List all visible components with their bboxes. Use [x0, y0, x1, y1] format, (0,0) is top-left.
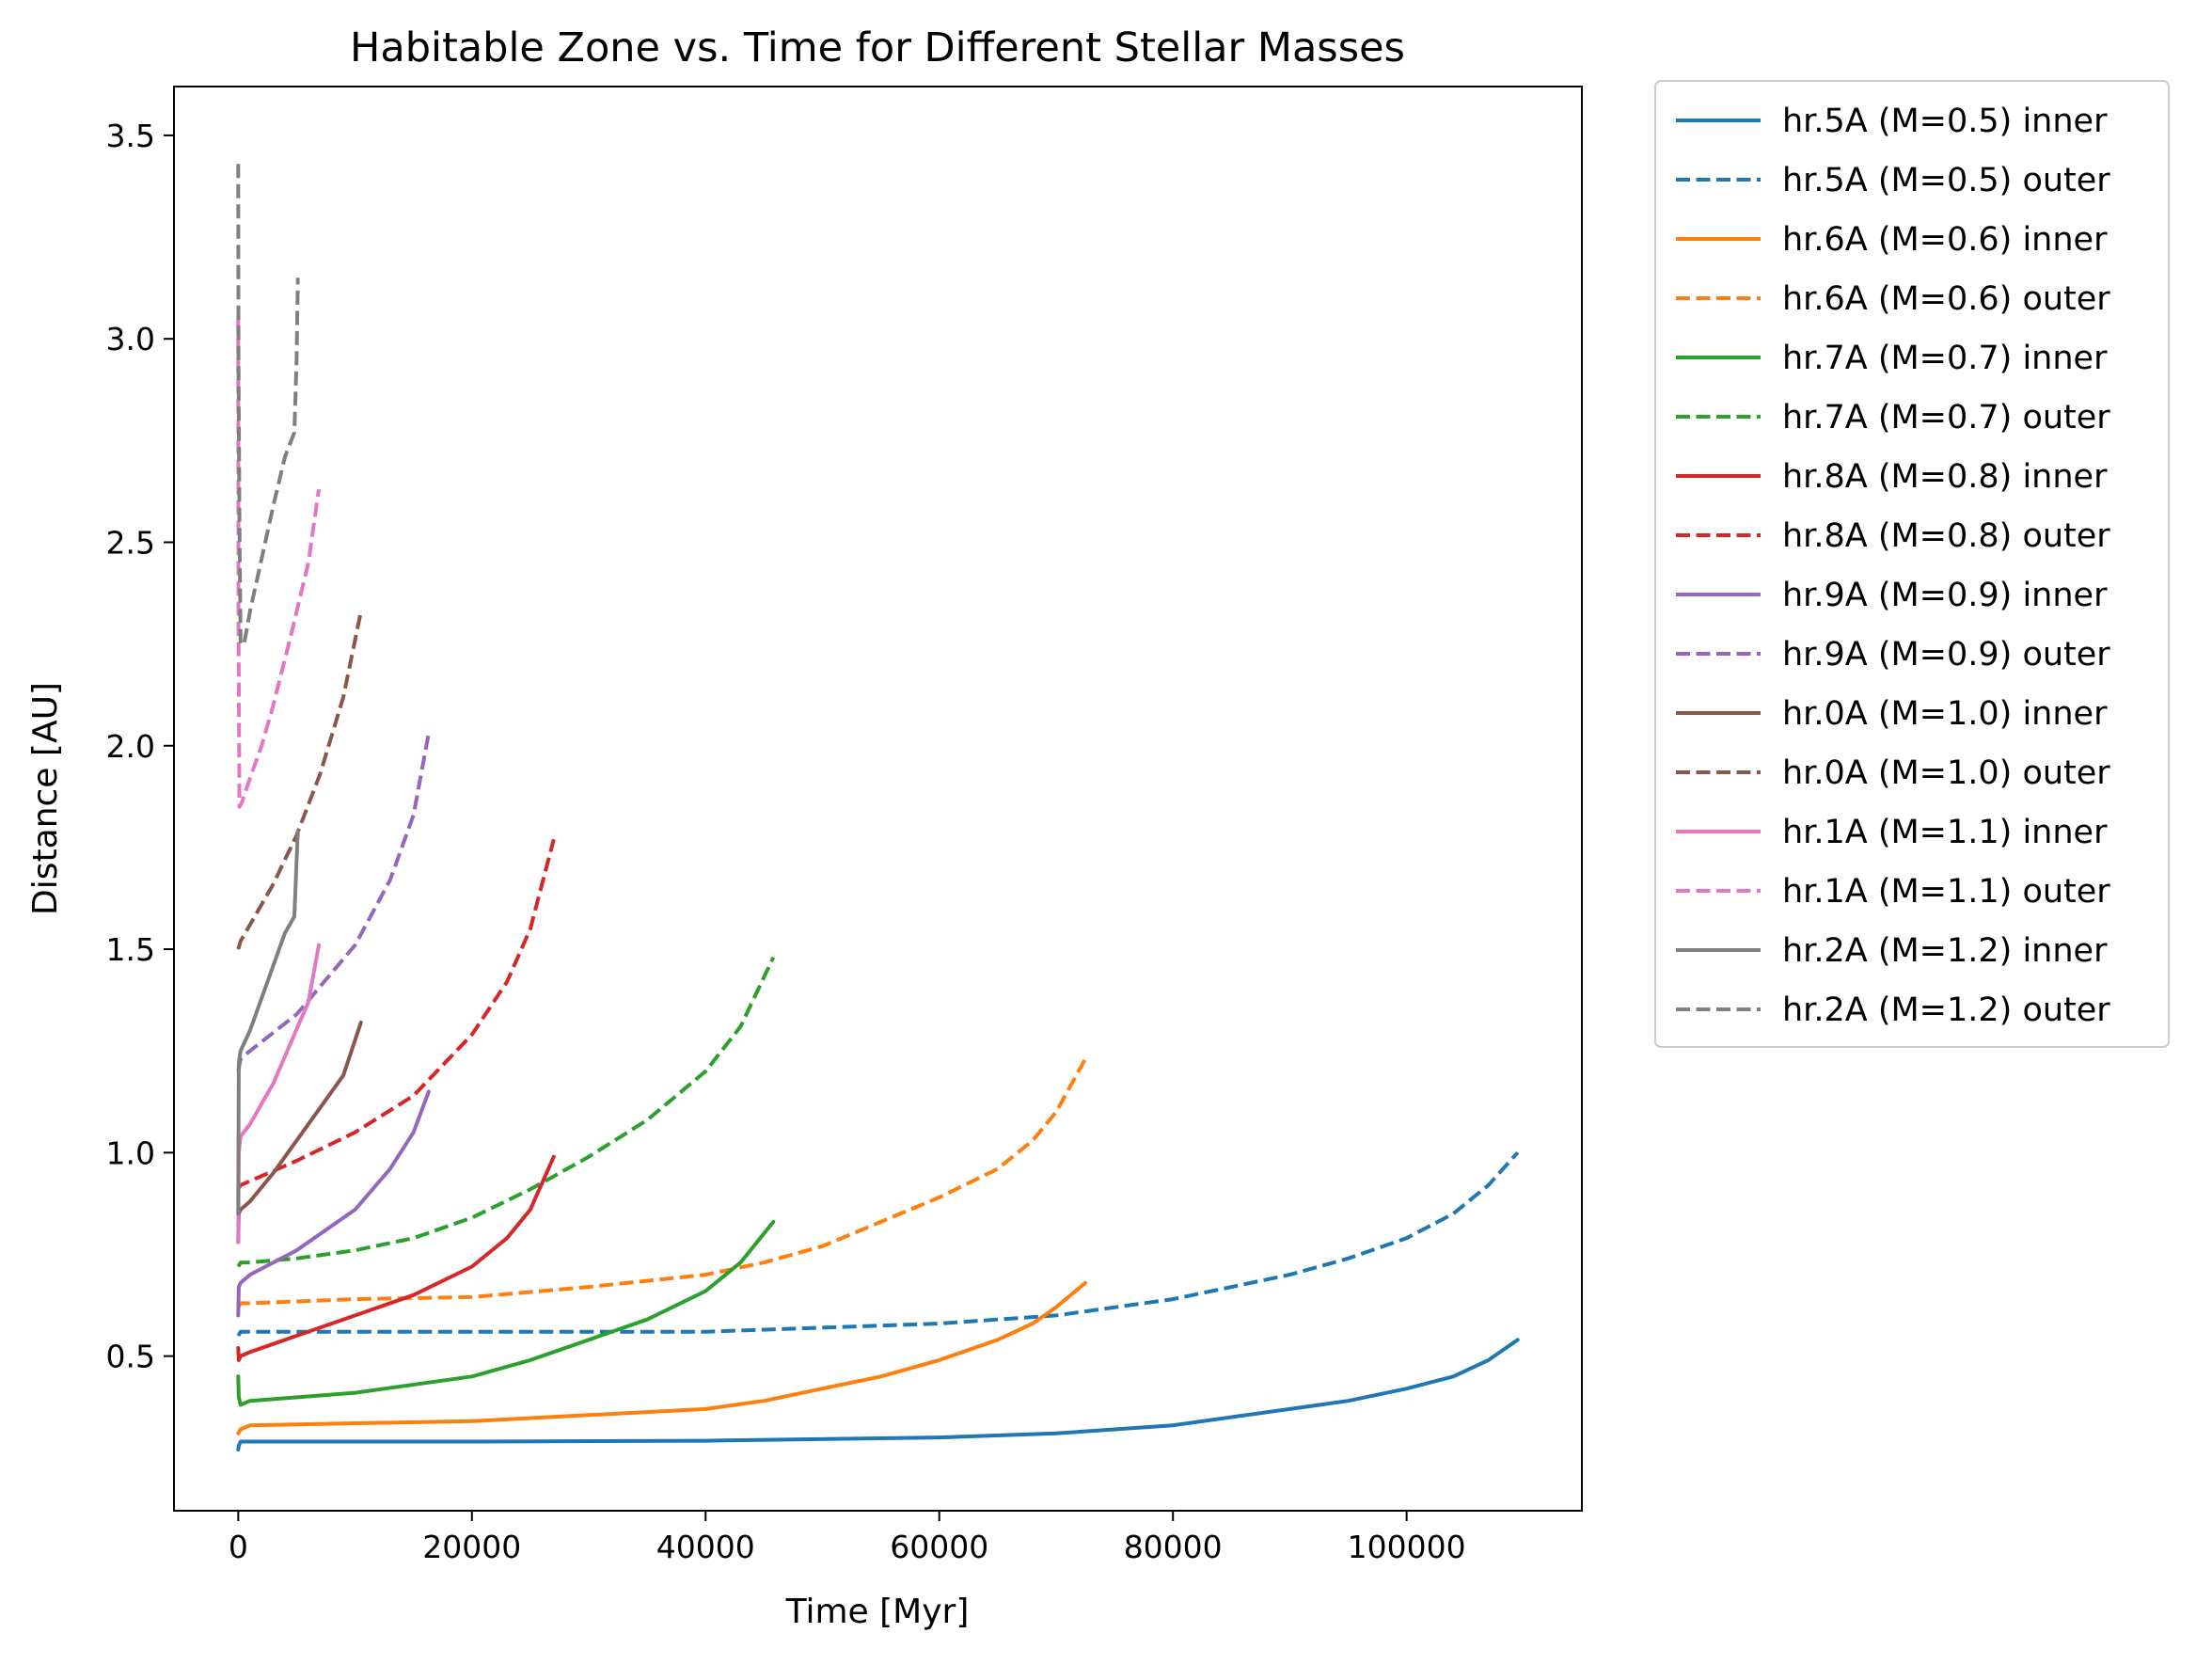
legend-label: hr.8A (M=0.8) outer [1782, 517, 2110, 555]
x-tick-label: 60000 [890, 1529, 988, 1565]
legend-label: hr.2A (M=1.2) inner [1782, 932, 2108, 970]
y-tick-label: 0.5 [106, 1339, 155, 1375]
y-tick-label: 2.5 [106, 524, 155, 561]
legend-label: hr.6A (M=0.6) outer [1782, 280, 2110, 318]
series-line-hr-2a-m-1-2-inner [236, 829, 300, 1216]
legend-label: hr.1A (M=1.1) outer [1782, 873, 2110, 911]
series-line-hr-8a-m-0-8-inner [236, 1154, 556, 1362]
legend-label: hr.7A (M=0.7) outer [1782, 399, 2110, 436]
chart-title: Habitable Zone vs. Time for Different St… [350, 24, 1405, 71]
y-tick-label: 2.0 [106, 728, 155, 765]
x-tick-label: 20000 [422, 1529, 521, 1565]
y-tick-label: 1.5 [106, 931, 155, 968]
series-line-hr-7a-m-0-7-outer [236, 956, 776, 1268]
y-axis: 0.5 1.0 1.5 2.0 2.5 3.0 3.5 [106, 118, 174, 1375]
legend-label: hr.5A (M=0.5) outer [1782, 162, 2110, 199]
y-tick-label: 3.0 [106, 321, 155, 357]
plot-area [173, 86, 1583, 1512]
legend-label: hr.0A (M=1.0) inner [1782, 695, 2108, 733]
series-line-hr-7a-m-0-7-inner [236, 1219, 776, 1407]
x-tick-label: 0 [229, 1529, 248, 1565]
legend-frame [1654, 80, 2170, 1048]
series-line-hr-8a-m-0-8-outer [236, 838, 556, 1191]
legend-label: hr.8A (M=0.8) inner [1782, 458, 2108, 496]
plot-frame [173, 86, 1583, 1512]
legend-label: hr.7A (M=0.7) inner [1782, 340, 2108, 377]
x-tick-label: 40000 [656, 1529, 755, 1565]
series-line-hr-6a-m-0-6-inner [236, 1280, 1087, 1435]
y-tick-label: 1.0 [106, 1134, 155, 1171]
x-tick-label: 80000 [1124, 1529, 1223, 1565]
legend-label: hr.1A (M=1.1) inner [1782, 814, 2108, 851]
legend-label: hr.9A (M=0.9) inner [1782, 577, 2108, 614]
legend-label: hr.6A (M=0.6) inner [1782, 221, 2108, 259]
series-line-hr-5a-m-0-5-inner [236, 1338, 1520, 1452]
series-line-hr-5a-m-0-5-outer [236, 1150, 1520, 1338]
plot-background [174, 87, 1582, 1511]
series-line-hr-6a-m-0-6-outer [236, 1057, 1087, 1308]
series-line-hr-9a-m-0-9-inner [236, 1089, 431, 1318]
legend-label: hr.5A (M=0.5) inner [1782, 103, 2108, 140]
legend-label: hr.0A (M=1.0) outer [1782, 754, 2110, 792]
x-axis-label: Time [Myr] [785, 1593, 970, 1631]
legend-label: hr.9A (M=0.9) outer [1782, 636, 2110, 674]
series-layer [236, 164, 1520, 1452]
y-tick-label: 3.5 [106, 118, 155, 154]
legend-label: hr.2A (M=1.2) outer [1782, 991, 2110, 1029]
y-axis-label: Distance [AU] [26, 682, 65, 915]
series-line-hr-9a-m-0-9-outer [236, 733, 431, 1072]
x-tick-label: 100000 [1348, 1529, 1466, 1565]
series-line-hr-2a-m-1-2-outer [236, 164, 300, 646]
legend: hr.5A (M=0.5) inner hr.5A (M=0.5) outer hr… [1654, 80, 2170, 1048]
series-line-hr-0a-m-1-0-outer [236, 610, 363, 950]
x-axis: 0 20000 40000 60000 80000 100000 [229, 1511, 1466, 1565]
series-line-hr-1a-m-1-1-outer [236, 318, 321, 809]
